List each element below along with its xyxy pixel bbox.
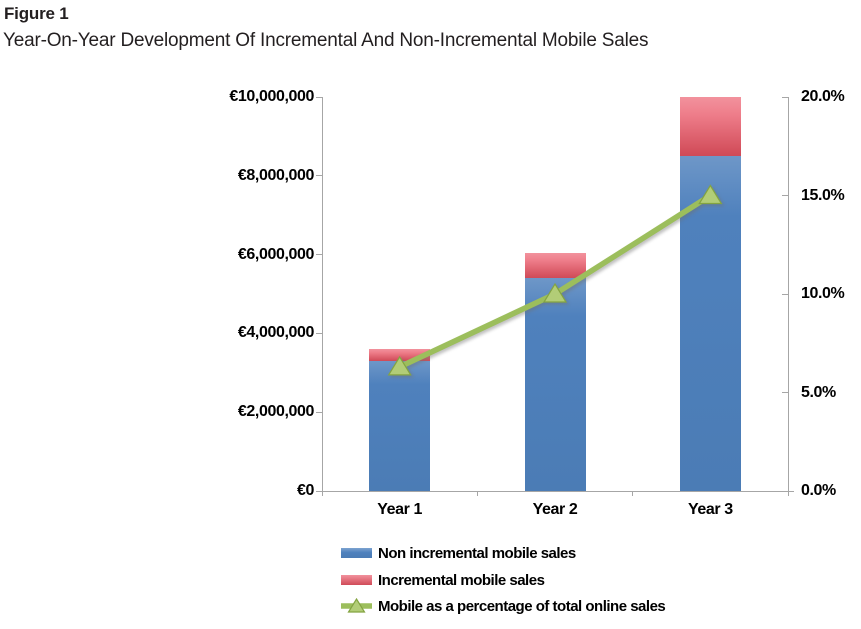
legend-label-nonincremental: Non incremental mobile sales <box>378 544 576 562</box>
left-axis-tick <box>316 175 323 177</box>
left-axis-tick-label: €2,000,000 <box>237 403 314 421</box>
legend-item-nonincremental: Non incremental mobile sales <box>341 543 576 563</box>
right-axis-tick-label: 0.0% <box>801 482 836 499</box>
right-axis-tick-label: 15.0% <box>801 186 845 204</box>
bar-segment-nonincremental <box>369 360 431 491</box>
bar-segment-incremental <box>524 252 586 279</box>
x-axis-tick <box>787 491 789 496</box>
x-axis-line <box>317 491 794 492</box>
right-axis-tick <box>782 392 789 393</box>
left-axis-tick <box>316 411 323 413</box>
nonincremental-swatch-icon <box>341 548 372 558</box>
legend-item-mobile-percentage: Mobile as a percentage of total online s… <box>341 596 666 616</box>
left-axis-tick-label: €0 <box>297 482 314 499</box>
left-axis-tick-label: €4,000,000 <box>237 324 314 342</box>
legend-label-incremental: Incremental mobile sales <box>378 571 545 589</box>
right-axis-tick <box>782 293 789 295</box>
left-axis-tick-label: €8,000,000 <box>237 166 314 184</box>
right-axis-tick-label: 5.0% <box>801 383 836 401</box>
line-marker-icon <box>341 597 372 615</box>
bar-segment-nonincremental <box>524 278 586 491</box>
bar-segment-incremental <box>369 349 431 361</box>
right-axis-tick <box>782 96 789 98</box>
incremental-swatch-icon <box>341 575 372 585</box>
right-axis-line <box>788 97 789 492</box>
left-axis-tick-label: €10,000,000 <box>229 88 314 105</box>
left-axis-tick-label: €6,000,000 <box>237 245 314 263</box>
left-axis-line <box>322 97 323 492</box>
legend-item-incremental: Incremental mobile sales <box>341 570 545 590</box>
figure-label: Figure 1 <box>4 4 69 23</box>
right-axis-tick <box>782 195 789 196</box>
category-label: Year 1 <box>377 501 423 518</box>
left-axis-tick <box>316 332 323 334</box>
bar-segment-nonincremental <box>679 156 741 491</box>
page-title: Year-On-Year Development Of Incremental … <box>3 30 649 51</box>
bar-segment-incremental <box>679 97 741 157</box>
category-label: Year 2 <box>532 501 578 518</box>
right-axis-tick-label: 20.0% <box>801 88 845 105</box>
category-label: Year 3 <box>687 501 733 518</box>
right-axis-tick-label: 10.0% <box>801 285 845 302</box>
legend-label-mobile-percentage: Mobile as a percentage of total online s… <box>378 597 666 615</box>
left-axis-tick <box>316 254 323 256</box>
left-axis-tick <box>316 96 323 98</box>
x-axis-tick <box>632 491 634 496</box>
x-axis-tick <box>476 491 478 496</box>
x-axis-tick <box>321 491 323 496</box>
